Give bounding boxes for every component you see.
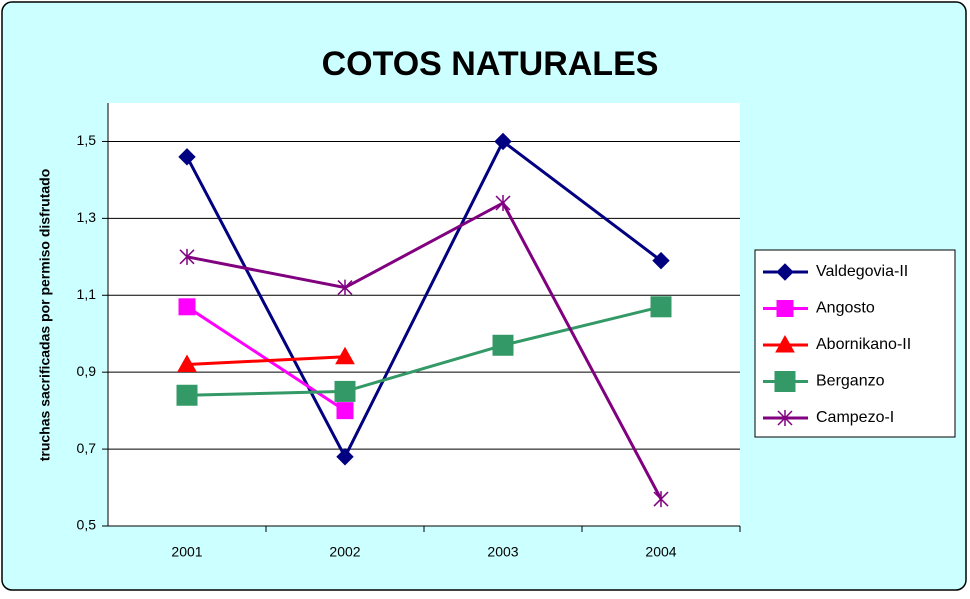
y-tick-label: 0,5 [77,517,97,533]
legend-label: Berganzo [816,373,885,390]
series-line [186,305,662,397]
y-tick-label: 1,1 [77,286,97,302]
marker [178,148,196,166]
marker [336,402,354,420]
marker [650,296,672,318]
series-line [186,355,346,366]
marker [336,448,354,466]
marker [335,346,355,365]
marker [177,354,197,372]
marker [179,248,195,265]
marker [777,410,793,426]
marker [653,491,669,508]
marker [337,279,353,296]
x-tick-label: 2001 [171,544,202,560]
marker [775,334,795,353]
x-tick-label: 2004 [645,544,676,560]
x-tick-label: 2003 [487,544,518,560]
chart-title: COTOS NATURALES [322,45,659,83]
marker [776,263,794,281]
legend-label: Angosto [816,300,875,317]
marker [178,298,196,316]
legend-label: Abornikano-II [816,336,911,353]
series-line [186,200,663,500]
y-tick-label: 1,5 [77,132,97,148]
marker [494,132,512,151]
marker [492,334,514,356]
legend-label: Campezo-I [816,409,894,426]
marker [774,371,796,392]
marker [176,384,198,406]
y-tick-label: 0,7 [77,440,97,456]
y-tick-label: 0,9 [77,363,97,379]
marker [652,251,670,270]
marker [776,300,794,317]
y-tick-label: 1,3 [77,209,97,225]
legend-label: Valdegovia-II [816,263,908,280]
marker [334,380,356,402]
series-line [185,139,662,461]
x-tick-label: 2002 [329,544,360,560]
y-axis-label: truchas sacrificadas por permiso disfrut… [37,169,53,462]
plot-area [108,103,740,526]
marker [495,194,511,211]
